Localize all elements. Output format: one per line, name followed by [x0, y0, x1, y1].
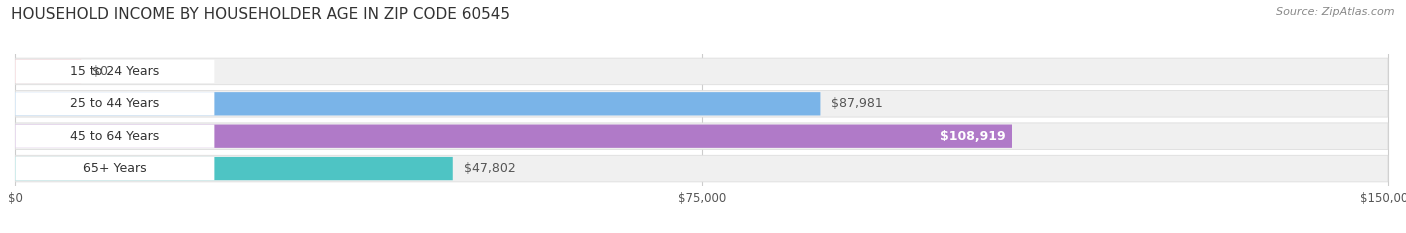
FancyBboxPatch shape [15, 123, 1388, 150]
FancyBboxPatch shape [15, 90, 1388, 117]
Text: 15 to 24 Years: 15 to 24 Years [70, 65, 159, 78]
Text: HOUSEHOLD INCOME BY HOUSEHOLDER AGE IN ZIP CODE 60545: HOUSEHOLD INCOME BY HOUSEHOLDER AGE IN Z… [11, 7, 510, 22]
Text: $87,981: $87,981 [831, 97, 883, 110]
FancyBboxPatch shape [15, 124, 1012, 148]
Text: Source: ZipAtlas.com: Source: ZipAtlas.com [1277, 7, 1395, 17]
FancyBboxPatch shape [15, 58, 1388, 85]
FancyBboxPatch shape [15, 60, 214, 83]
FancyBboxPatch shape [15, 92, 214, 116]
Text: $47,802: $47,802 [464, 162, 516, 175]
FancyBboxPatch shape [15, 157, 453, 180]
FancyBboxPatch shape [15, 155, 1388, 182]
Text: $0: $0 [93, 65, 108, 78]
Text: 65+ Years: 65+ Years [83, 162, 146, 175]
FancyBboxPatch shape [15, 124, 214, 148]
FancyBboxPatch shape [15, 60, 82, 83]
FancyBboxPatch shape [15, 92, 821, 116]
Text: 25 to 44 Years: 25 to 44 Years [70, 97, 159, 110]
Text: 45 to 64 Years: 45 to 64 Years [70, 130, 159, 143]
FancyBboxPatch shape [15, 157, 214, 180]
Text: $108,919: $108,919 [939, 130, 1005, 143]
